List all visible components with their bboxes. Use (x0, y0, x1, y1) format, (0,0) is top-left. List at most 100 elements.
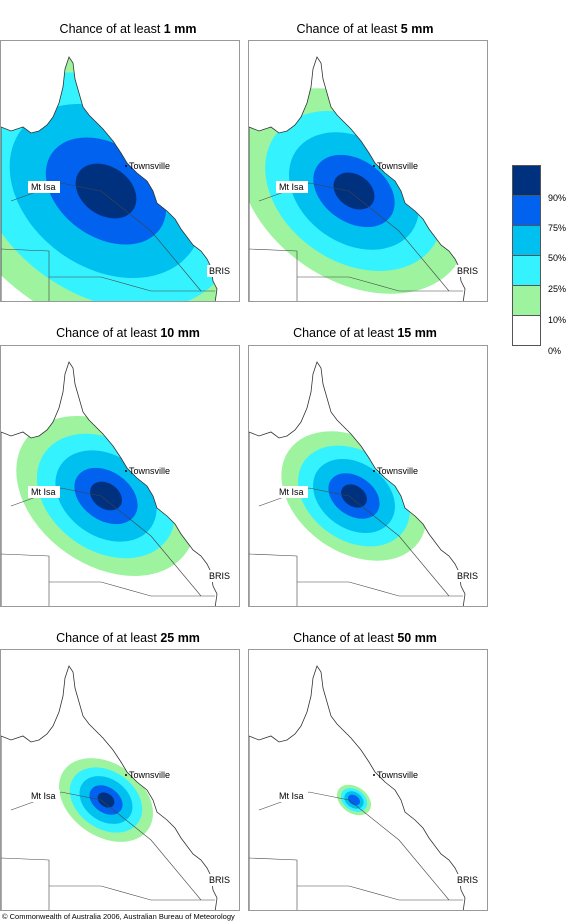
brisbane-label: BRIS (457, 875, 478, 885)
townsville-label: Townsville (129, 466, 170, 476)
townsville-dot (373, 165, 375, 167)
coastline (1, 361, 218, 606)
townsville-dot (373, 470, 375, 472)
title-amount: 10 mm (160, 326, 200, 340)
townsville-dot (373, 774, 375, 776)
panel-title-5mm: Chance of at least 5 mm (245, 21, 485, 37)
townsville-label: Townsville (377, 770, 418, 780)
title-prefix: Chance of at least (56, 631, 157, 645)
bris-bg (455, 570, 485, 582)
state-border-south (49, 276, 215, 292)
title-amount: 25 mm (160, 631, 200, 645)
coastline (249, 361, 466, 606)
brisbane-label: BRIS (209, 266, 230, 276)
band-4 (75, 163, 137, 219)
townsville-label: Townsville (129, 161, 170, 171)
map-svg-15mm: Townsville Mt Isa BRIS (249, 361, 485, 606)
mt-isa-bg (28, 486, 60, 498)
title-prefix: Chance of at least (56, 326, 157, 340)
map-1mm: Townsville Mt Isa BRIS (0, 40, 240, 302)
legend-label-75: 75% (548, 223, 567, 233)
mt-isa-bg (276, 181, 308, 193)
legend (512, 165, 541, 346)
title-amount: 5 mm (400, 22, 434, 36)
map-svg-1mm: Townsville Mt Isa BRIS (1, 56, 237, 301)
coastline (249, 665, 466, 910)
map-svg-25mm: Townsville Mt Isa BRIS (1, 665, 237, 910)
band-4 (97, 792, 115, 808)
legend-swatch-50 (512, 225, 541, 256)
title-prefix: Chance of at least (293, 631, 394, 645)
map-svg-10mm: Townsville Mt Isa BRIS (1, 361, 237, 606)
map-5mm: Townsville Mt Isa BRIS (248, 40, 488, 302)
mt-isa-bg (276, 486, 308, 498)
legend-swatch-90 (512, 165, 541, 196)
mt-isa-bg (28, 790, 60, 802)
mt-isa-label: Mt Isa (31, 182, 56, 192)
state-border (1, 857, 50, 910)
legend-label-25: 25% (548, 284, 567, 294)
mt-isa-label: Mt Isa (31, 487, 56, 497)
bris-bg (207, 570, 237, 582)
state-border-south (297, 581, 463, 597)
mt-isa-label: Mt Isa (31, 791, 56, 801)
probability-fill (59, 758, 153, 842)
legend-swatch-10 (512, 285, 541, 316)
mt-isa-label: Mt Isa (279, 487, 304, 497)
band-3 (347, 794, 361, 806)
panel-title-15mm: Chance of at least 15 mm (245, 325, 485, 341)
map-50mm: Townsville Mt Isa BRIS (248, 649, 488, 911)
mt-isa-bg (276, 790, 308, 802)
panel-title-25mm: Chance of at least 25 mm (8, 630, 248, 646)
probability-fill (249, 88, 465, 294)
bris-bg (207, 265, 237, 277)
title-prefix: Chance of at least (296, 22, 398, 36)
brisbane-label: BRIS (209, 875, 230, 885)
townsville-dot (125, 470, 127, 472)
state-border (249, 248, 298, 301)
coastline (1, 665, 218, 910)
band-4 (90, 481, 122, 511)
mt-isa-label: Mt Isa (279, 182, 304, 192)
band-4 (341, 484, 367, 508)
townsville-dot (125, 165, 127, 167)
panel-title-1mm: Chance of at least 1 mm (8, 21, 248, 37)
legend-label-0: 0% (548, 346, 562, 356)
probability-fill (1, 57, 217, 301)
map-svg-5mm: Townsville Mt Isa BRIS (249, 56, 485, 301)
coastline (249, 56, 466, 301)
state-border-south (297, 276, 463, 292)
map-10mm: Townsville Mt Isa BRIS (0, 345, 240, 607)
map-25mm: Townsville Mt Isa BRIS (0, 649, 240, 911)
probability-fill (336, 784, 372, 816)
state-border (249, 857, 298, 910)
title-amount: 50 mm (397, 631, 437, 645)
brisbane-label: BRIS (457, 571, 478, 581)
bris-bg (455, 874, 485, 886)
townsville-dot (125, 774, 127, 776)
legend-label-10: 10% (548, 315, 567, 325)
title-prefix: Chance of at least (59, 22, 161, 36)
legend-swatch-75 (512, 195, 541, 226)
townsville-label: Townsville (129, 770, 170, 780)
title-amount: 1 mm (163, 22, 197, 36)
brisbane-label: BRIS (209, 571, 230, 581)
state-border-south (297, 885, 463, 901)
legend-swatch-25 (512, 255, 541, 286)
brisbane-label: BRIS (457, 266, 478, 276)
state-border (1, 553, 50, 606)
mt-isa-label: Mt Isa (279, 791, 304, 801)
title-amount: 15 mm (397, 326, 437, 340)
legend-swatch-0 (512, 315, 541, 346)
band-4 (333, 172, 375, 210)
map-svg-50mm: Townsville Mt Isa BRIS (249, 665, 485, 910)
panel-title-10mm: Chance of at least 10 mm (8, 325, 248, 341)
legend-label-90: 90% (548, 193, 567, 203)
bris-bg (207, 874, 237, 886)
bris-bg (455, 265, 485, 277)
copyright: © Commonwealth of Australia 2006, Austra… (2, 912, 235, 921)
coastline (1, 56, 218, 301)
state-border (1, 248, 50, 301)
state-border-south (49, 581, 215, 597)
state-border-south (49, 885, 215, 901)
